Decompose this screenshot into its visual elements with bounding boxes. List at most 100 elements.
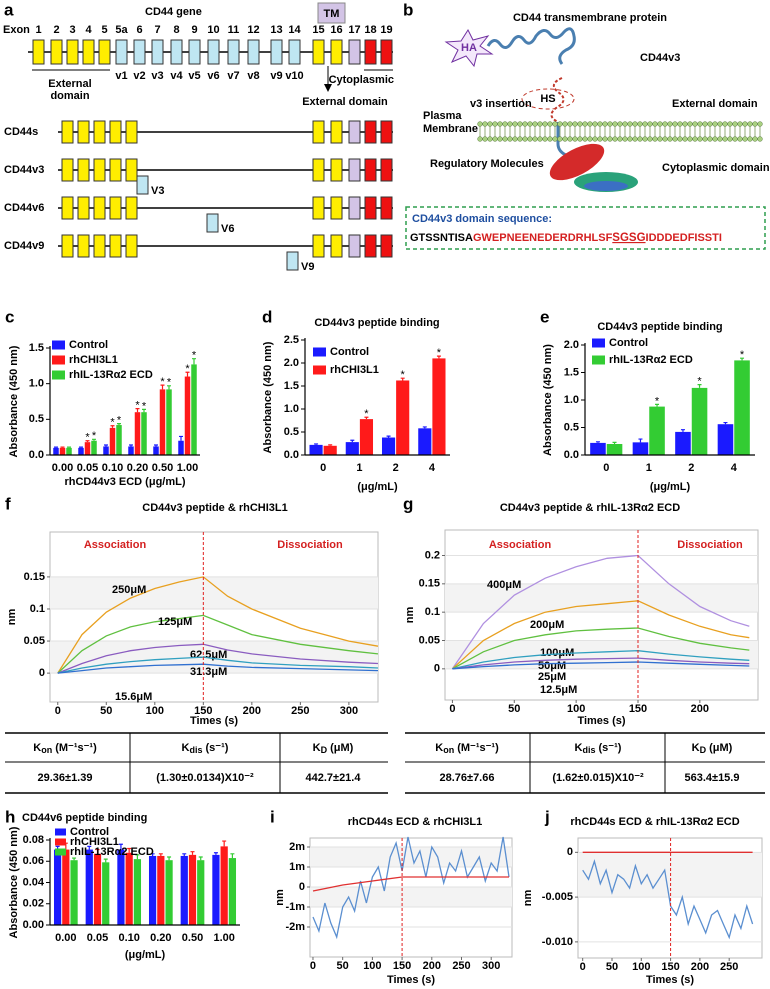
error-bar <box>230 853 235 859</box>
lipid-head <box>577 136 583 142</box>
bar <box>590 442 606 455</box>
exon-number: 2 <box>53 24 59 36</box>
bar <box>85 849 93 925</box>
exon <box>93 234 106 258</box>
x-tick-label: 100 <box>363 960 381 972</box>
variant-name: V6 <box>221 223 234 235</box>
header-unit: (s⁻¹) <box>599 742 622 754</box>
bar <box>359 419 374 455</box>
lipid-head <box>707 121 713 127</box>
error-bar <box>400 377 405 381</box>
panel-label: b <box>403 0 413 19</box>
x-tick-label: 300 <box>482 960 500 972</box>
lipid-head <box>637 121 643 127</box>
exon <box>288 39 301 65</box>
lipid-head <box>527 121 533 127</box>
lipid-head <box>522 121 528 127</box>
bar <box>78 447 84 455</box>
phase-label: Association <box>489 539 552 551</box>
lipid-head <box>512 121 518 127</box>
phase-label: Dissociation <box>277 539 343 551</box>
exon <box>50 39 63 65</box>
bar <box>84 442 91 455</box>
lipid-head <box>692 136 698 142</box>
header-symbol: K <box>575 742 583 754</box>
lipid-head <box>722 121 728 127</box>
lipid-head <box>697 121 703 127</box>
x-tick-label: 150 <box>661 961 679 973</box>
lipid-head <box>712 136 718 142</box>
exon <box>32 39 45 65</box>
y-axis-label: Absorbance (450 nm) <box>8 345 20 457</box>
lipid-head <box>517 121 523 127</box>
hs-label: HS <box>540 93 555 105</box>
header-unit: (μM) <box>330 742 354 754</box>
y-tick-label: 1.0 <box>284 403 299 415</box>
lipid-head <box>687 136 693 142</box>
error-bar <box>103 858 108 863</box>
x-tick-label: 250 <box>291 705 309 717</box>
exon <box>61 158 74 182</box>
bar <box>220 846 228 925</box>
arrow-head <box>324 84 332 92</box>
exon <box>348 196 361 220</box>
bar <box>117 849 125 925</box>
lipid-head <box>717 121 723 127</box>
table-value: 563.4±15.9 <box>685 772 740 784</box>
lipid-head <box>522 136 528 142</box>
tm-label: TM <box>324 8 340 20</box>
grid-band <box>445 583 758 613</box>
curve-label: 15.6μM <box>115 691 152 703</box>
error-bar <box>158 853 163 856</box>
x-axis-label: Times (s) <box>190 715 238 727</box>
error-bar <box>198 856 203 861</box>
header-subscript: on <box>443 745 454 755</box>
exon <box>380 120 393 144</box>
error-bar <box>85 440 90 443</box>
y-tick-label: 0.15 <box>24 571 45 583</box>
lipid-head <box>547 136 553 142</box>
domain-label: External <box>48 78 91 90</box>
lipid-head <box>657 136 663 142</box>
panel-label: c <box>5 307 14 326</box>
bar <box>691 387 708 455</box>
protein-label: Cytoplasmic domain <box>662 162 770 174</box>
x-tick-label: 0.20 <box>127 462 148 474</box>
exon <box>77 234 90 258</box>
y-tick-label: 0.00 <box>23 919 44 931</box>
error-bar <box>638 438 643 443</box>
curve-label: 12.5μM <box>540 684 577 696</box>
lipid-head <box>507 136 513 142</box>
error-bar <box>422 426 427 429</box>
lipid-head <box>542 121 548 127</box>
x-tick-label: 0 <box>310 960 316 972</box>
lipid-head <box>687 121 693 127</box>
isoform-name: CD44s <box>4 126 38 138</box>
bar <box>345 442 359 455</box>
x-tick-label: 0 <box>580 961 586 973</box>
sequence: GTSSNTISAGWEPNEENEDERDRHLSFSGSGIDDDEDFIS… <box>410 232 722 244</box>
lipid-head <box>742 121 748 127</box>
bar <box>432 358 446 455</box>
lipid-head <box>662 121 668 127</box>
legend-label: Control <box>70 826 109 838</box>
error-bar <box>127 847 132 853</box>
lipid-head <box>632 136 638 142</box>
y-tick-label: 0.0 <box>284 449 299 461</box>
lipid-head <box>742 136 748 142</box>
exon-number: 16 <box>330 24 342 36</box>
legend-swatch <box>313 347 326 357</box>
exon <box>380 158 393 182</box>
exon <box>77 158 90 182</box>
legend-swatch <box>55 848 66 856</box>
bar <box>381 437 396 455</box>
lipid-head <box>672 121 678 127</box>
sensorgram-line <box>452 661 750 670</box>
exon <box>227 39 240 65</box>
sensorgram-line <box>452 650 750 670</box>
y-tick-label: 0.5 <box>284 426 299 438</box>
lipid-head <box>492 136 498 142</box>
protein-label: v3 insertion <box>470 98 532 110</box>
y-tick-label: 1.5 <box>29 342 44 354</box>
bar <box>133 859 142 925</box>
